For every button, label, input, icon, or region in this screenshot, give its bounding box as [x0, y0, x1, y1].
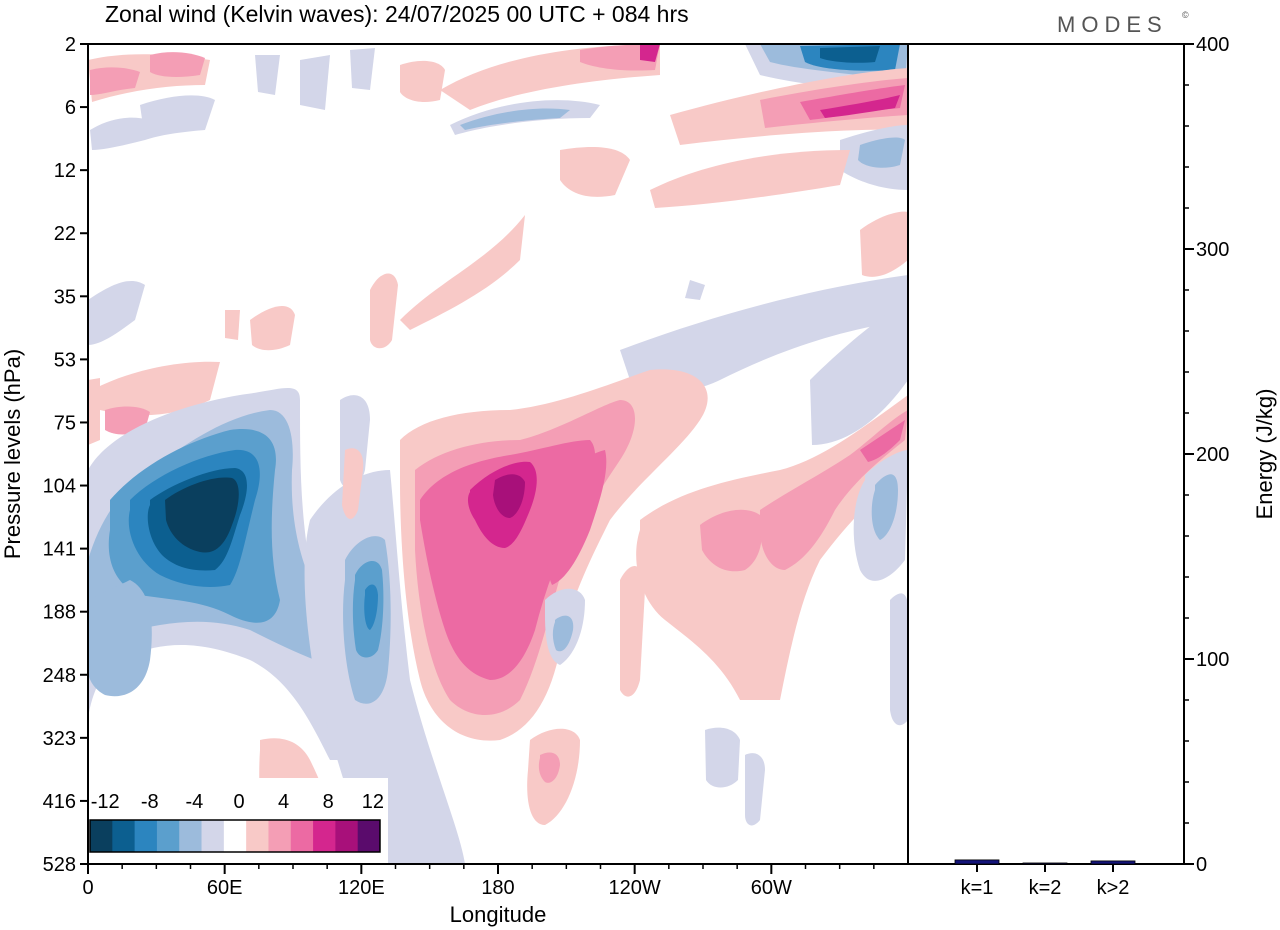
y-tick-label: 248 — [43, 665, 76, 687]
x-axis: 0 60E 120E 180 120W 60W — [82, 864, 875, 899]
bar-category-label: k>2 — [1097, 877, 1130, 899]
y-tick-label: 12 — [54, 160, 76, 182]
y-tick-label: 528 — [43, 854, 76, 876]
x-tick-label: 60W — [751, 877, 792, 899]
colorbar-swatch — [134, 820, 158, 852]
bar-category-label: k=1 — [961, 877, 994, 899]
colorbar-swatch — [90, 820, 113, 852]
energy-tick-label: 300 — [1196, 239, 1229, 261]
y-tick-label: 53 — [54, 349, 76, 371]
energy-bar — [1090, 860, 1136, 865]
y-axis-label: Pressure levels (hPa) — [0, 349, 25, 559]
negative-blob-60E — [88, 388, 350, 760]
y-tick-label: 75 — [54, 412, 76, 434]
colorbar-swatch — [290, 820, 314, 852]
midlevel-streaks — [88, 211, 908, 445]
colorbar-swatch — [357, 820, 381, 852]
y-tick-label: 141 — [43, 539, 76, 561]
energy-tick-label: 200 — [1196, 444, 1229, 466]
y-tick-label: 35 — [54, 286, 76, 308]
chart-title: Zonal wind (Kelvin waves): 24/07/2025 00… — [105, 1, 689, 27]
colorbar-swatch — [156, 820, 180, 852]
x-tick-label: 120E — [338, 877, 385, 899]
colorbar-label: 4 — [278, 791, 289, 813]
colorbar-label: 12 — [362, 791, 384, 813]
colorbar: -12 -8 -4 0 4 8 12 — [89, 791, 384, 853]
y-tick-label: 22 — [54, 223, 76, 245]
y-tick-label: 188 — [43, 602, 76, 624]
colorbar-frame — [89, 819, 381, 853]
energy-bars: k=1 k=2 k>2 — [954, 859, 1136, 899]
energy-tick-label: 0 — [1196, 854, 1207, 876]
colorbar-swatch — [112, 820, 136, 852]
negative-tongue-120E — [88, 470, 465, 864]
colorbar-label: -4 — [185, 791, 203, 813]
energy-tick-label: 400 — [1196, 34, 1229, 56]
colorbar-label: -8 — [141, 791, 159, 813]
positive-band-east-pacific — [545, 395, 908, 826]
x-tick-label: 120W — [609, 877, 661, 899]
modes-logo: MODES — [1057, 12, 1168, 37]
energy-tick-label: 100 — [1196, 649, 1229, 671]
positive-region-180 — [259, 369, 708, 864]
colorbar-label: 0 — [233, 791, 244, 813]
energy-axis-label: Energy (J/kg) — [1252, 389, 1277, 520]
y-tick-label: 104 — [43, 476, 76, 498]
y-tick-label: 416 — [43, 791, 76, 813]
x-axis-label: Longitude — [450, 902, 547, 927]
copyright-mark: © — [1182, 10, 1189, 20]
colorbar-swatch — [313, 820, 336, 852]
colorbar-swatch — [201, 820, 225, 852]
x-tick-label: 60E — [207, 877, 243, 899]
colorbar-label: -12 — [91, 791, 120, 813]
colorbar-swatch — [246, 820, 269, 852]
energy-panel-frame — [907, 43, 1185, 865]
x-tick-label: 0 — [82, 877, 93, 899]
colorbar-label: 8 — [323, 791, 334, 813]
colorbar-swatch — [335, 820, 359, 852]
y-tick-label: 6 — [65, 97, 76, 119]
energy-axis: 0 100 200 300 400 — [1184, 34, 1229, 876]
stratosphere-streaks — [88, 44, 908, 208]
y-tick-label: 2 — [65, 34, 76, 56]
bar-category-label: k=2 — [1029, 877, 1062, 899]
energy-bar — [1022, 862, 1068, 865]
colorbar-swatch — [223, 820, 247, 852]
energy-bar — [954, 859, 1000, 865]
x-tick-label: 180 — [481, 877, 514, 899]
y-tick-label: 323 — [43, 728, 76, 750]
colorbar-swatch — [179, 820, 203, 852]
heatmap-field — [88, 44, 908, 864]
colorbar-swatch — [268, 820, 292, 852]
y-axis: 2 6 12 22 35 53 75 104 141 188 248 323 416 528 — [43, 34, 88, 876]
